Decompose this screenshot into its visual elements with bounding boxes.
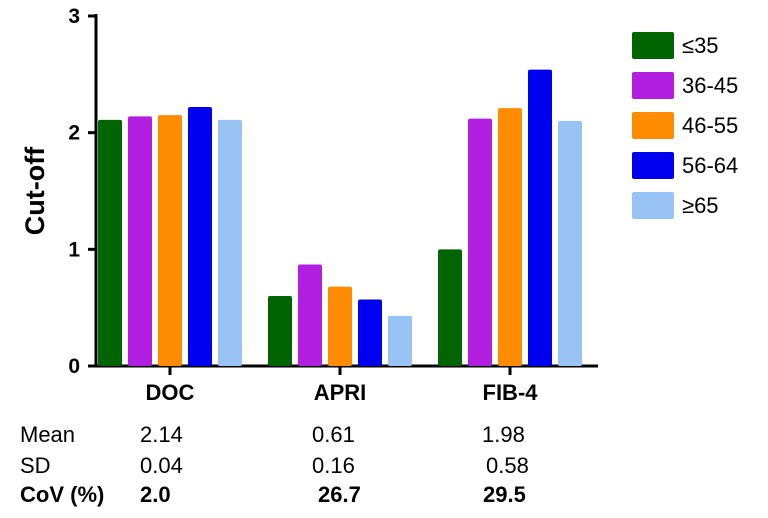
x-axis: DOC APRI FIB-4 — [94, 364, 598, 405]
stats-sd-apri: 0.16 — [312, 453, 355, 478]
bar — [468, 118, 492, 367]
y-tick-label: 1 — [68, 238, 80, 261]
y-tick-label: 2 — [68, 122, 80, 145]
legend-swatch — [632, 112, 674, 139]
legend-swatch — [632, 192, 674, 219]
stats-sd-doc: 0.04 — [140, 453, 183, 478]
stats-mean-fib4: 1.98 — [482, 422, 525, 447]
bar — [158, 115, 182, 367]
x-tick-label: APRI — [314, 380, 367, 405]
stats-mean-doc: 2.14 — [140, 422, 183, 447]
stats-cov-fib4: 29.5 — [483, 482, 526, 507]
bar — [388, 315, 412, 366]
bar — [558, 121, 582, 366]
bar — [438, 249, 462, 366]
legend: ≤35 36-45 46-55 56-64 ≥65 — [632, 32, 738, 219]
bar — [218, 119, 242, 366]
bars — [98, 69, 582, 367]
legend-label: ≤35 — [682, 33, 719, 58]
bar — [328, 286, 352, 366]
x-tick-label: DOC — [146, 380, 195, 405]
stats-mean-label: Mean — [20, 422, 76, 447]
bar — [188, 107, 212, 366]
y-tick-label: 3 — [68, 5, 80, 28]
legend-label: 46-55 — [682, 113, 738, 138]
bar — [128, 116, 152, 366]
bar — [298, 264, 322, 366]
bar — [528, 69, 552, 367]
stats-cov-doc: 2.0 — [140, 482, 171, 507]
stats-cov-apri: 26.7 — [318, 482, 361, 507]
stats-mean-apri: 0.61 — [312, 422, 355, 447]
bar — [268, 296, 292, 366]
stats-sd-label: SD — [20, 453, 51, 478]
legend-swatch — [632, 152, 674, 179]
bar — [98, 119, 122, 366]
legend-swatch — [632, 32, 674, 59]
bar — [498, 108, 522, 367]
y-axis: 0 1 2 3 Cut-off — [20, 5, 98, 378]
legend-swatch — [632, 72, 674, 99]
stats-cov-label: CoV (%) — [20, 482, 105, 507]
legend-label: ≥65 — [682, 193, 719, 218]
y-tick-label: 0 — [68, 355, 80, 378]
x-tick-label: FIB-4 — [483, 380, 539, 405]
legend-label: 56-64 — [682, 153, 738, 178]
y-axis-label: Cut-off — [20, 146, 50, 235]
bar — [358, 299, 382, 366]
stats-sd-fib4: 0.58 — [486, 453, 529, 478]
legend-label: 36-45 — [682, 73, 738, 98]
